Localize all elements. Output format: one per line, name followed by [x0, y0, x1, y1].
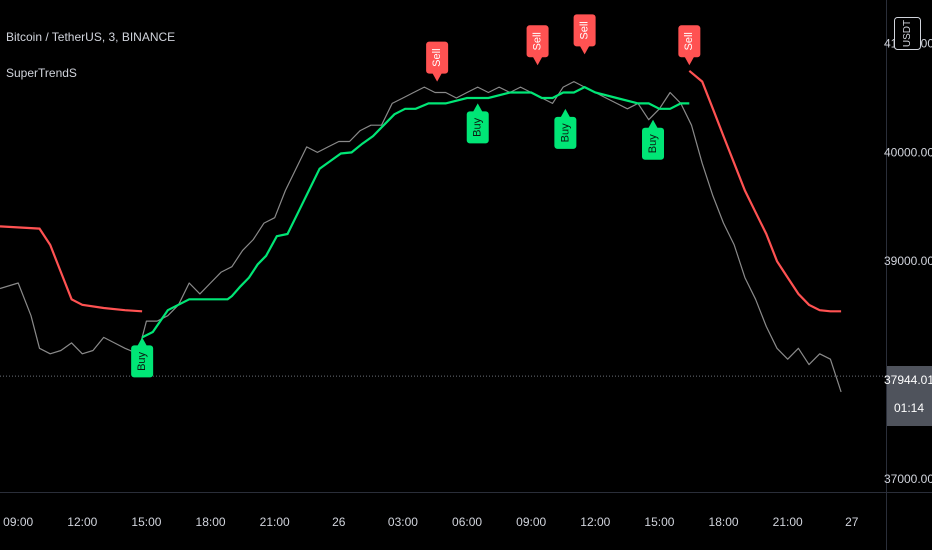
- x-tick-label: 03:00: [388, 515, 418, 529]
- supertrend-up-segment: [141, 85, 690, 339]
- signal-box: [526, 25, 549, 58]
- sell-pointer: [432, 72, 443, 82]
- price-line: [0, 80, 842, 393]
- sell-pointer: [532, 56, 543, 66]
- signal-box: [573, 14, 596, 47]
- signal-box: [678, 25, 701, 58]
- x-tick-label: 09:00: [3, 515, 33, 529]
- time-axis[interactable]: 09:00 12:00 15:00 18:00 21:00 26 03:00 06:00 09:…: [3, 515, 859, 529]
- x-tick-label: 12:00: [67, 515, 97, 529]
- buy-pointer: [648, 119, 659, 129]
- x-tick-label: 27: [845, 515, 859, 529]
- x-tick-label: 21:00: [773, 515, 803, 529]
- x-tick-label: 15:00: [131, 515, 161, 529]
- signal-text: Buy: [559, 123, 571, 142]
- buy-pointer: [560, 108, 571, 118]
- signal-text: Sell: [431, 48, 443, 66]
- x-tick-label: 18:00: [196, 515, 226, 529]
- buy-signal-label: Buy: [466, 103, 489, 144]
- currency-button[interactable]: USDT: [894, 17, 921, 50]
- y-tick-label: 40000.00: [884, 145, 932, 159]
- buy-pointer: [137, 337, 148, 347]
- signal-text: Buy: [136, 351, 148, 370]
- signal-text: Sell: [531, 32, 543, 50]
- buy-signal-label: Buy: [642, 119, 665, 160]
- x-tick-label: 15:00: [644, 515, 674, 529]
- current-price-value: 37944.01: [884, 373, 932, 387]
- current-price-label: 37944.01 01:14: [884, 366, 932, 426]
- signal-text: Sell: [683, 32, 695, 50]
- sell-signal-label: Sell: [526, 25, 549, 66]
- supertrend-down-segment: [0, 225, 143, 313]
- sell-signal-label: Sell: [573, 14, 596, 55]
- sell-pointer: [579, 45, 590, 55]
- x-tick-label: 26: [332, 515, 346, 529]
- signal-box: [642, 127, 665, 160]
- sell-signal-label: Sell: [426, 41, 449, 82]
- indicator-title: SuperTrendS: [6, 66, 77, 80]
- x-tick-label: 12:00: [580, 515, 610, 529]
- signal-text: Buy: [472, 117, 484, 136]
- y-tick-label: 37000.00: [884, 472, 932, 486]
- x-tick-label: 09:00: [516, 515, 546, 529]
- supertrend-series: [0, 69, 842, 339]
- signal-text: Buy: [647, 134, 659, 153]
- buy-signal-label: Buy: [554, 108, 577, 149]
- signal-text: Sell: [579, 21, 591, 39]
- sell-signal-label: Sell: [678, 25, 701, 66]
- buy-pointer: [472, 103, 483, 113]
- signal-box: [554, 116, 577, 149]
- signal-box: [466, 111, 489, 144]
- bar-countdown: 01:14: [894, 401, 924, 415]
- x-tick-label: 21:00: [260, 515, 290, 529]
- y-tick-label: 39000.00: [884, 254, 932, 268]
- currency-label: USDT: [902, 20, 913, 47]
- supertrend-down-segment: [688, 69, 842, 313]
- price-series: [0, 80, 842, 393]
- signal-box: [426, 41, 449, 74]
- x-tick-label: 06:00: [452, 515, 482, 529]
- symbol-title: Bitcoin / TetherUS, 3, BINANCE: [6, 30, 175, 44]
- sell-pointer: [684, 56, 695, 66]
- signal-box: [131, 345, 154, 378]
- buy-signal-label: Buy: [131, 337, 154, 378]
- x-tick-label: 18:00: [709, 515, 739, 529]
- signal-labels: Buy Sell Buy Sell Buy Sell Buy Sell: [131, 14, 701, 378]
